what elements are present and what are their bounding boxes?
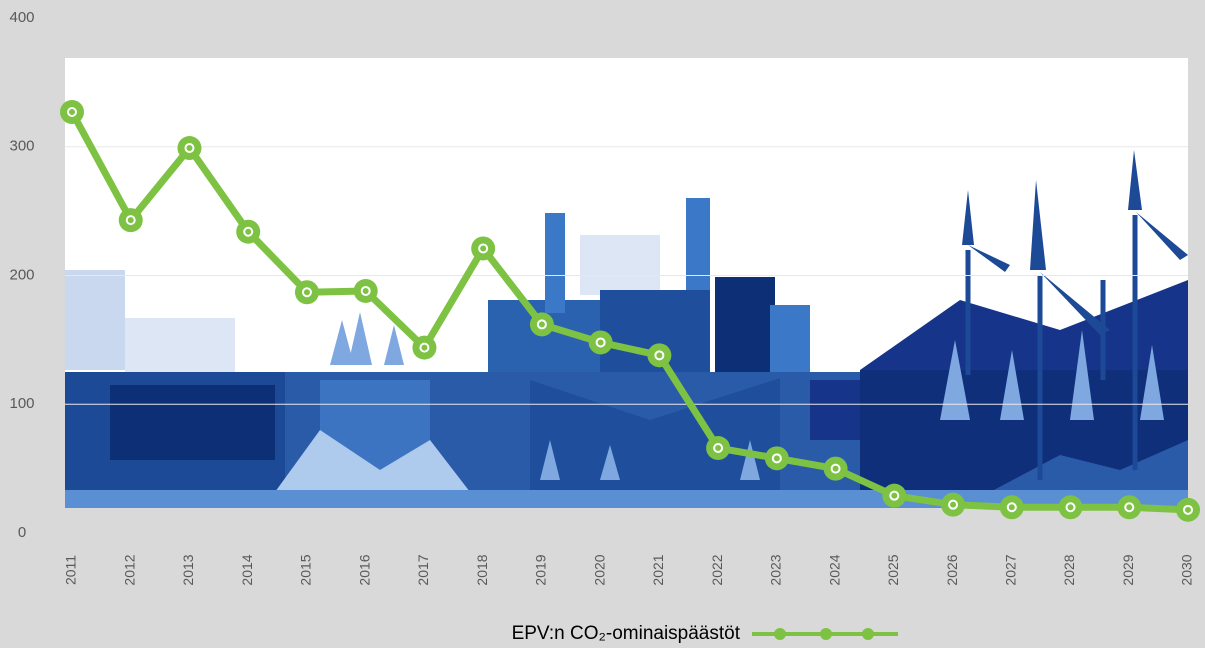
marker bbox=[824, 457, 848, 481]
x-tick-label: 2027 bbox=[1002, 554, 1018, 585]
y-tick-label: 100 bbox=[9, 395, 34, 412]
marker bbox=[471, 236, 495, 260]
y-tick-label: 200 bbox=[9, 266, 34, 283]
x-tick-label: 2017 bbox=[415, 554, 431, 585]
x-tick-label: 2019 bbox=[533, 554, 549, 585]
marker bbox=[295, 280, 319, 304]
y-tick-label: 0 bbox=[18, 524, 26, 541]
marker bbox=[530, 312, 554, 336]
x-tick-label: 2028 bbox=[1061, 554, 1077, 585]
x-tick-label: 2015 bbox=[298, 554, 314, 585]
marker bbox=[1117, 495, 1141, 519]
x-tick-label: 2023 bbox=[768, 554, 784, 585]
marker bbox=[941, 493, 965, 517]
marker bbox=[60, 100, 84, 124]
marker bbox=[765, 446, 789, 470]
marker bbox=[647, 343, 671, 367]
x-tick-label: 2020 bbox=[591, 554, 607, 585]
background-illustration bbox=[65, 58, 1188, 508]
marker bbox=[177, 136, 201, 160]
marker bbox=[236, 220, 260, 244]
y-tick-label: 400 bbox=[9, 9, 34, 26]
x-tick-label: 2016 bbox=[356, 554, 372, 585]
x-tick-label: 2025 bbox=[885, 554, 901, 585]
chart: 0 100 200 300 400 2011 2012 2013 2014 2015 2016 20… bbox=[0, 0, 1205, 648]
marker bbox=[412, 336, 436, 360]
marker bbox=[1176, 498, 1200, 522]
x-tick-label: 2012 bbox=[121, 554, 137, 585]
legend: EPV:n CO₂-ominaispäästöt bbox=[512, 623, 898, 644]
marker bbox=[354, 279, 378, 303]
x-tick-label: 2021 bbox=[650, 554, 666, 585]
x-tick-label: 2022 bbox=[709, 554, 725, 585]
marker bbox=[882, 484, 906, 508]
x-tick-label: 2029 bbox=[1120, 554, 1136, 585]
x-tick-label: 2026 bbox=[944, 554, 960, 585]
x-tick-label: 2024 bbox=[826, 554, 842, 585]
marker bbox=[1000, 495, 1024, 519]
x-tick-label: 2014 bbox=[239, 554, 255, 585]
x-tick-label: 2011 bbox=[63, 555, 79, 585]
x-tick-label: 2030 bbox=[1179, 554, 1195, 585]
legend-label: EPV:n CO₂-ominaispäästöt bbox=[512, 623, 741, 644]
x-tick-label: 2018 bbox=[474, 554, 490, 585]
marker bbox=[1059, 495, 1083, 519]
legend-marker bbox=[820, 628, 832, 640]
y-tick-label: 300 bbox=[9, 138, 34, 155]
marker bbox=[119, 208, 143, 232]
legend-marker bbox=[862, 628, 874, 640]
marker bbox=[589, 330, 613, 354]
marker bbox=[706, 436, 730, 460]
legend-marker bbox=[774, 628, 786, 640]
x-tick-label: 2013 bbox=[180, 554, 196, 585]
